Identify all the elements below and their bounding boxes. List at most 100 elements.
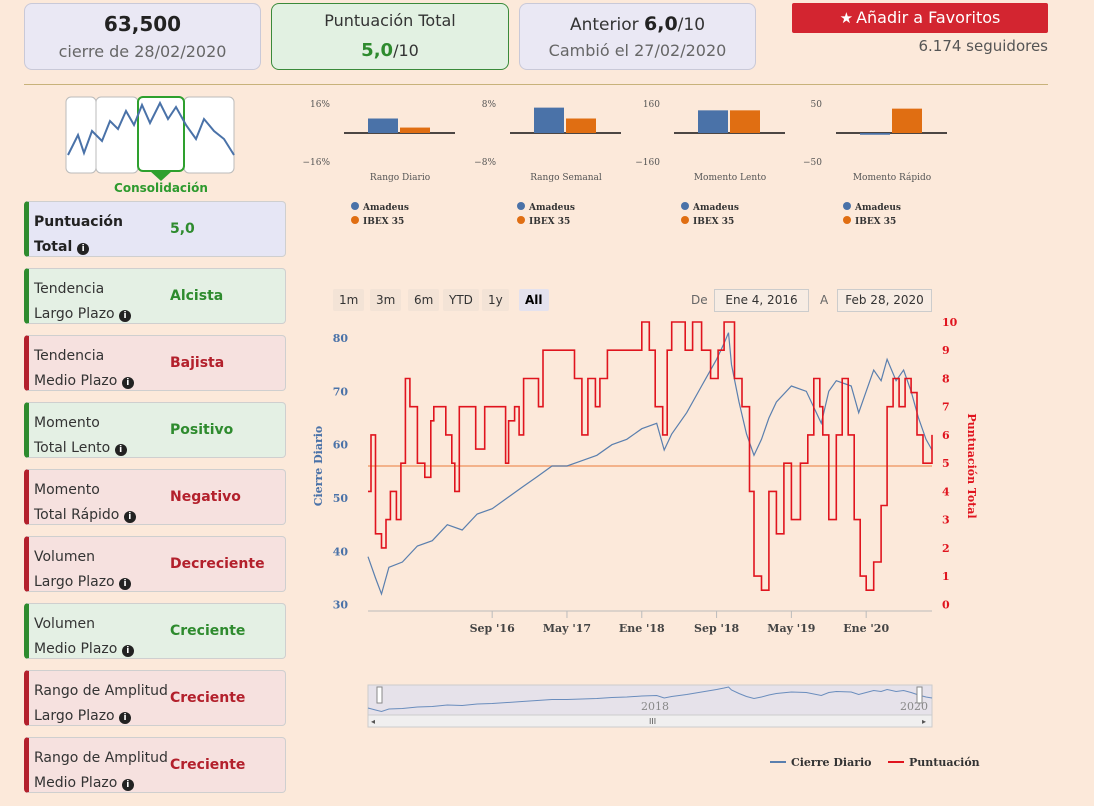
scrollbar-track [367,714,933,728]
legend-label-score: Puntuación [909,756,980,769]
legend-marker [843,216,851,224]
y-right-tick-label: 8 [942,372,950,385]
y-min-label: −16% [302,158,330,168]
bar-ibex-35 [566,118,596,133]
y-right-axis-title: Puntuación Total [965,413,978,518]
legend-marker [517,216,525,224]
indicator-label: Momento Total Rápido i [34,478,169,528]
y-right-tick-label: 5 [942,457,950,470]
y-right-tick-label: 10 [942,316,958,329]
range-button-1m[interactable]: 1m [333,289,365,311]
pattern-label: Consolidación [114,181,208,195]
scrollbar-grip-icon: III [649,717,656,726]
indicator-label-line2: Total Rápido [34,507,120,523]
score-series [368,321,933,591]
range-to-input[interactable]: Feb 28, 2020 [837,289,932,312]
y-left-tick-label: 40 [333,545,349,558]
info-icon[interactable]: i [123,511,136,523]
indicator-value: Positivo [170,422,234,438]
x-tick-label: Ene '20 [843,622,889,635]
range-button-ytd[interactable]: YTD [443,289,479,311]
y-min-label: −8% [474,158,496,168]
bar-ibex-35 [400,127,430,133]
navigator-label: 2018 [641,700,669,713]
indicator-long-trend[interactable]: Tendencia Largo Plazo i Alcista [24,268,286,324]
range-to-label: A [820,293,829,307]
price-value: 63,500 [103,12,182,36]
y-left-tick-label: 50 [333,492,349,505]
indicator-label-line2: Total Lento [34,440,111,456]
range-from-input[interactable]: Ene 4, 2016 [714,289,809,312]
legend-marker [351,216,359,224]
y-right-tick-label: 1 [942,570,950,583]
x-tick-label: Sep '16 [470,622,515,635]
scroll-left-icon: ◂ [371,717,375,726]
y-right-tick-label: 7 [942,401,950,414]
indicator-label: Volumen Medio Plazo i [34,612,169,662]
y-left-axis-title: Cierre Diario [312,426,325,507]
legend-label: IBEX 35 [693,217,734,227]
range-button-6m[interactable]: 6m [408,289,440,311]
info-icon[interactable]: i [114,444,127,456]
indicator-label-line2: Medio Plazo [34,641,118,657]
total-score-card: Puntuación Total 5,0/10 [271,3,509,70]
mini-chart-daily-range: 16% −16% Rango Diario Amadeus IBEX 35 [302,100,455,227]
indicator-label-line2: Largo Plazo [34,306,115,322]
info-icon[interactable]: i [121,645,134,657]
y-right-tick-label: 2 [942,542,950,555]
scroll-right-icon: ▸ [922,717,926,726]
legend-marker [351,202,359,210]
chart-title: Momento Lento [694,173,766,183]
indicator-label-line1: Rango de Amplitud [34,683,168,699]
range-button-all[interactable]: All [519,289,549,311]
info-icon[interactable]: i [119,578,132,590]
chart-title: Rango Semanal [530,173,602,183]
indicator-label: Momento Total Lento i [34,411,169,461]
x-tick-label: May '19 [767,622,815,635]
price-date: cierre de 28/02/2020 [58,42,227,61]
indicator-value: Alcista [170,288,224,304]
y-right-tick-label: 3 [942,514,950,527]
legend-label: IBEX 35 [363,217,404,227]
main-price-score-chart[interactable]: 30 40 50 60 70 80 0 1 2 3 4 5 6 7 8 9 10 Cierre Diario Pun… [300,310,1000,780]
indicator-medium-volume[interactable]: Volumen Medio Plazo i Creciente [24,603,286,659]
legend-label: IBEX 35 [529,217,570,227]
add-to-favorites-button[interactable]: ★ Añadir a Favoritos [792,3,1048,33]
indicator-slow-momentum[interactable]: Momento Total Lento i Positivo [24,402,286,458]
indicator-fast-momentum[interactable]: Momento Total Rápido i Negativo [24,469,286,525]
indicator-medium-trend[interactable]: Tendencia Medio Plazo i Bajista [24,335,286,391]
info-icon[interactable]: i [121,779,134,791]
range-button-1y[interactable]: 1y [482,289,509,311]
range-from-label: De [691,293,708,307]
legend-label-close: Cierre Diario [791,756,872,769]
navigator-handle-right [916,686,923,704]
close-price-series [367,332,933,596]
info-icon[interactable]: i [77,243,90,255]
x-tick-label: May '17 [543,622,591,635]
indicator-total-score[interactable]: Puntuación Total i 5,0 [24,201,286,257]
bar-ibex-35 [892,108,922,133]
previous-score-changed: Cambió el 27/02/2020 [548,41,727,60]
info-icon[interactable]: i [119,310,132,322]
followers-count: 6.174 seguidores [918,37,1048,55]
range-button-3m[interactable]: 3m [370,289,402,311]
indicator-label: Tendencia Largo Plazo i [34,277,169,327]
y-right-tick-label: 4 [942,485,950,498]
indicator-label-line1: Tendencia [34,348,105,364]
indicator-long-volume[interactable]: Volumen Largo Plazo i Decreciente [24,536,286,592]
bar-amadeus [534,107,564,133]
y-max-label: 50 [811,100,823,110]
indicator-label-line2: Medio Plazo [34,373,118,389]
total-score-value: 5,0/10 [272,40,508,61]
price-card: 63,500 cierre de 28/02/2020 [24,3,261,70]
indicator-long-range[interactable]: Rango de Amplitud Largo Plazo i Creciente [24,670,286,726]
info-icon[interactable]: i [119,712,132,724]
indicator-medium-range[interactable]: Rango de Amplitud Medio Plazo i Creciente [24,737,286,793]
info-icon[interactable]: i [121,377,134,389]
chart-title: Rango Diario [370,173,430,183]
bar-amadeus [368,118,398,133]
y-max-label: 8% [482,100,497,110]
y-right-tick-label: 6 [942,429,950,442]
total-score-number: 5,0 [361,40,394,61]
navigator-series [367,686,933,713]
